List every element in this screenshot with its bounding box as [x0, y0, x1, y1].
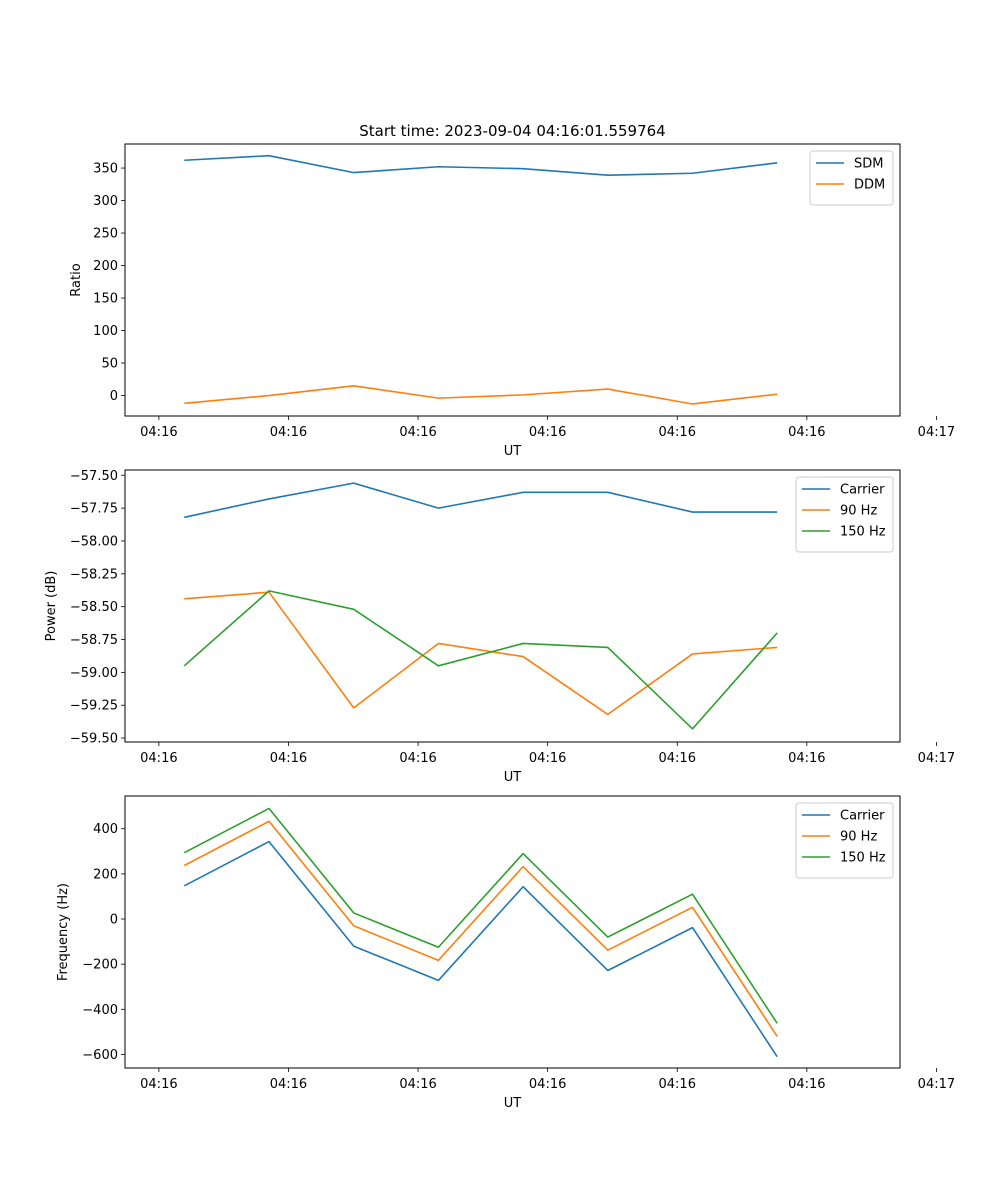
x-tick-label: 04:16 — [399, 751, 436, 766]
x-tick-label: 04:16 — [270, 751, 307, 766]
legend-entry-label: DDM — [854, 178, 885, 193]
x-tick-label: 04:16 — [529, 425, 566, 440]
legend-entry-label: 90 Hz — [840, 830, 877, 845]
y-tick-label: −57.50 — [70, 469, 118, 484]
y-axis-label: Ratio — [69, 263, 84, 296]
y-axis-label: Frequency (Hz) — [56, 883, 71, 981]
y-tick-label: 300 — [93, 194, 118, 209]
series-line-150-hz — [183, 590, 778, 730]
figure-title: Start time: 2023-09-04 04:16:01.559764 — [359, 122, 665, 140]
y-tick-label: 200 — [93, 867, 118, 882]
x-tick-label: 04:16 — [788, 751, 825, 766]
y-tick-label: −59.50 — [70, 732, 118, 747]
x-tick-label: 04:16 — [659, 751, 696, 766]
x-tick-label: 04:16 — [140, 751, 177, 766]
x-tick-label: 04:16 — [270, 1077, 307, 1092]
y-tick-label: −58.00 — [70, 534, 118, 549]
series-line-ddm — [184, 384, 778, 405]
y-tick-label: 400 — [93, 822, 118, 837]
y-tick-label: −200 — [82, 958, 118, 973]
x-tick-label: 04:17 — [918, 751, 955, 766]
x-tick-label: 04:16 — [788, 1077, 825, 1092]
plot-area-frame — [124, 795, 901, 1069]
x-tick-label: 04:16 — [399, 425, 436, 440]
y-tick-label: −59.25 — [70, 699, 118, 714]
legend-entry-label: Carrier — [840, 809, 885, 824]
y-tick-label: 50 — [101, 357, 118, 372]
legend-box — [795, 802, 894, 879]
y-tick-label: 0 — [110, 913, 118, 928]
y-tick-label: 0 — [110, 389, 118, 404]
legend: Carrier 90 Hz 150 Hz — [795, 476, 894, 553]
y-tick-label: −58.50 — [70, 600, 118, 615]
y-tick-label: −58.25 — [70, 567, 118, 582]
x-tick-label: 04:16 — [788, 425, 825, 440]
x-tick-label: 04:17 — [918, 1077, 955, 1092]
x-axis-label: UT — [504, 770, 522, 785]
y-tick-label: −57.75 — [70, 502, 118, 517]
y-tick-label: −600 — [82, 1048, 118, 1063]
y-tick-label: 150 — [93, 292, 118, 307]
legend-entry-label: 90 Hz — [840, 504, 877, 519]
x-tick-label: 04:16 — [270, 425, 307, 440]
x-tick-label: 04:16 — [140, 425, 177, 440]
series-line-carrier — [183, 840, 778, 1058]
legend: Carrier 90 Hz 150 Hz — [795, 802, 894, 879]
series-line-90-hz — [184, 591, 778, 716]
x-tick-label: 04:16 — [659, 1077, 696, 1092]
legend-box — [809, 150, 894, 206]
series-line-90-hz — [183, 820, 778, 1037]
y-tick-label: 350 — [93, 162, 118, 177]
x-tick-label: 04:16 — [659, 425, 696, 440]
series-line-sdm — [184, 154, 778, 176]
legend-entry-label: 150 Hz — [840, 525, 886, 540]
y-tick-label: −58.75 — [70, 633, 118, 648]
plot-area-frame — [124, 143, 901, 417]
legend-entry-label: 150 Hz — [840, 851, 886, 866]
chart-panel-2: 04:16 04:16 04:16 04:16 04:16 04:16 04:17 −57.5… — [44, 469, 955, 785]
y-tick-label: 100 — [93, 324, 118, 339]
legend-box — [795, 476, 894, 553]
y-tick-label: 250 — [93, 227, 118, 242]
x-axis-label: UT — [504, 1096, 522, 1111]
chart-panel-3: 04:16 04:16 04:16 04:16 04:16 04:16 04:17 −600 −… — [56, 795, 955, 1111]
x-tick-label: 04:16 — [529, 1077, 566, 1092]
y-tick-label: −400 — [82, 1003, 118, 1018]
y-tick-label: 200 — [93, 259, 118, 274]
plot-area-frame — [124, 469, 901, 743]
legend-entry-label: SDM — [854, 157, 883, 172]
y-tick-label: −59.00 — [70, 666, 118, 681]
x-axis-label: UT — [504, 444, 522, 459]
x-tick-label: 04:17 — [918, 425, 955, 440]
legend: SDM DDM — [809, 150, 894, 206]
legend-entry-label: Carrier — [840, 483, 885, 498]
series-line-150-hz — [183, 807, 778, 1024]
x-tick-label: 04:16 — [140, 1077, 177, 1092]
x-tick-label: 04:16 — [529, 751, 566, 766]
series-line-carrier — [184, 482, 778, 519]
chart-panel-1: 04:16 04:16 04:16 04:16 04:16 04:16 04:17 0 50 10… — [69, 143, 955, 459]
x-tick-label: 04:16 — [399, 1077, 436, 1092]
y-axis-label: Power (dB) — [44, 571, 59, 642]
